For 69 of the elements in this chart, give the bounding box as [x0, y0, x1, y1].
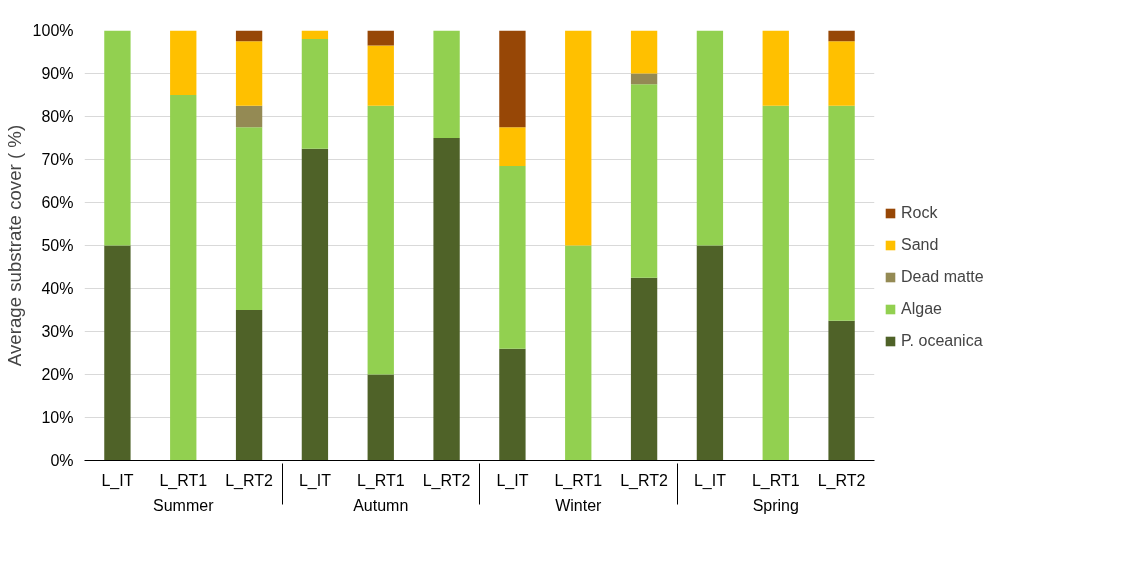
x-tick-label: L_RT1 — [159, 471, 208, 490]
y-tick-label: 0% — [50, 452, 74, 469]
y-tick-label: 50% — [41, 237, 74, 254]
bar — [433, 138, 460, 461]
bar — [170, 95, 197, 461]
bar — [367, 30, 394, 46]
bar — [367, 105, 394, 375]
x-tick-label: L_IT — [298, 471, 332, 490]
bar — [565, 245, 592, 461]
bar — [630, 277, 658, 461]
bar — [630, 73, 658, 85]
legend-label: P. oceanica — [901, 332, 983, 350]
bar — [367, 45, 394, 106]
y-tick-label: 40% — [41, 280, 74, 297]
text: Winter — [555, 496, 603, 514]
bar — [301, 39, 329, 149]
bar — [301, 148, 329, 461]
bar — [235, 41, 263, 106]
bar — [499, 165, 526, 349]
x-tick-label: L_IT — [496, 471, 529, 490]
bar — [104, 245, 131, 461]
bar — [762, 105, 789, 461]
x-tick-label: L_RT2 — [817, 471, 866, 490]
text: Spring — [752, 496, 799, 514]
bar — [630, 84, 658, 278]
bar — [235, 30, 263, 42]
x-tick-label: L_RT1 — [356, 471, 405, 490]
bar — [499, 30, 526, 128]
x-tick-label: L_RT2 — [225, 471, 274, 490]
bar — [499, 127, 526, 166]
x-tick-label: L_IT — [693, 471, 727, 490]
legend-label: Rock — [901, 204, 938, 222]
bar — [630, 30, 658, 74]
bar — [565, 30, 592, 246]
bar — [762, 30, 789, 106]
bar — [235, 127, 263, 310]
bar — [235, 105, 263, 128]
y-tick-label: 10% — [41, 409, 74, 426]
bar — [828, 41, 855, 106]
bar — [696, 245, 724, 461]
x-tick-label: L_RT1 — [751, 471, 800, 490]
y-tick-label: 80% — [41, 108, 74, 125]
bar — [170, 30, 197, 95]
legend-label: Dead matte — [901, 268, 984, 286]
bar — [235, 310, 263, 461]
y-tick-label: 100% — [32, 22, 74, 39]
bar — [301, 30, 329, 40]
bar — [828, 30, 855, 42]
y-tick-label: 60% — [41, 194, 74, 211]
legend-label: Sand — [901, 236, 939, 254]
x-tick-label: L_IT — [101, 471, 134, 490]
legend-label: Algae — [901, 300, 942, 318]
y-axis-title: Average substrate cover ( %) — [3, 124, 25, 367]
x-tick-label: L_RT1 — [554, 471, 603, 490]
bar — [433, 30, 460, 138]
bar — [104, 30, 131, 246]
y-tick-label: 70% — [41, 151, 74, 168]
bar — [367, 374, 394, 461]
x-tick-label: L_RT2 — [620, 471, 669, 490]
y-tick-label: 20% — [41, 366, 74, 383]
bar — [828, 105, 855, 321]
text: Autumn — [353, 496, 409, 514]
bar — [499, 348, 526, 461]
text: Summer — [153, 496, 215, 514]
y-tick-label: 90% — [41, 65, 74, 82]
bar — [696, 30, 724, 246]
bar — [828, 320, 855, 461]
x-tick-label: L_RT2 — [422, 471, 471, 490]
y-tick-label: 30% — [41, 323, 74, 340]
